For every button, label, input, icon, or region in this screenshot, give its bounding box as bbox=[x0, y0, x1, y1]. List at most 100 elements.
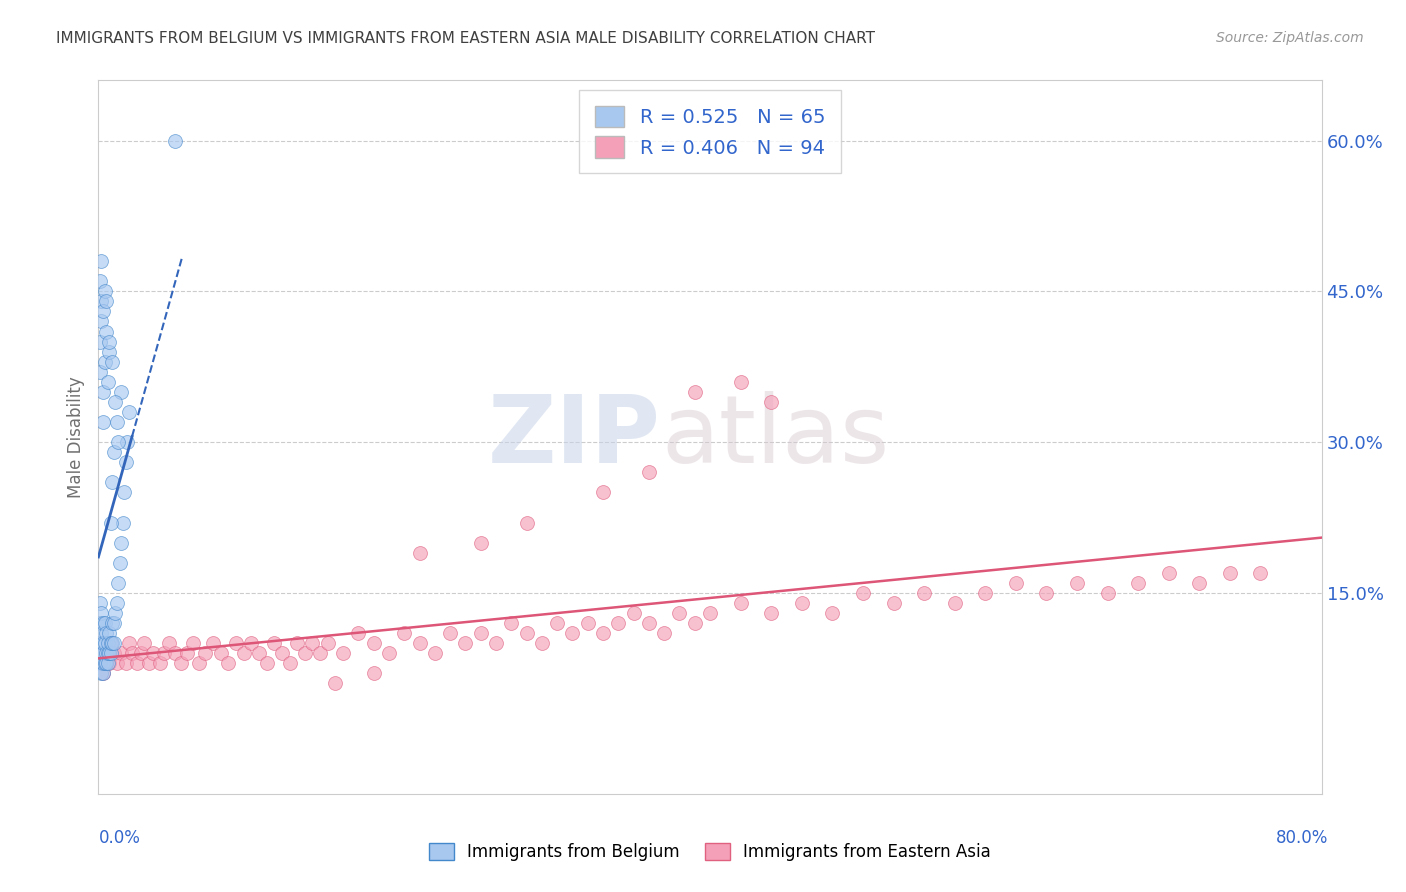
Point bbox=[103, 445, 125, 459]
Point bbox=[1188, 575, 1211, 590]
Point bbox=[94, 325, 117, 339]
Point bbox=[683, 615, 706, 630]
Point bbox=[157, 636, 180, 650]
Point bbox=[94, 657, 117, 671]
Point bbox=[592, 626, 614, 640]
Point bbox=[470, 626, 492, 640]
Point bbox=[101, 475, 124, 490]
Point bbox=[309, 646, 332, 660]
Point bbox=[91, 304, 114, 318]
Point bbox=[247, 646, 270, 660]
Point bbox=[105, 415, 128, 429]
Point bbox=[107, 575, 129, 590]
Point bbox=[883, 596, 905, 610]
Point bbox=[89, 596, 111, 610]
Text: 0.0%: 0.0% bbox=[98, 829, 141, 847]
Point bbox=[232, 646, 254, 660]
Point bbox=[170, 657, 193, 671]
Text: 80.0%: 80.0% bbox=[1277, 829, 1329, 847]
Point bbox=[392, 626, 416, 640]
Text: Source: ZipAtlas.com: Source: ZipAtlas.com bbox=[1216, 31, 1364, 45]
Point bbox=[501, 615, 523, 630]
Point bbox=[546, 615, 568, 630]
Point bbox=[485, 636, 508, 650]
Point bbox=[98, 334, 121, 349]
Point bbox=[89, 657, 111, 671]
Point bbox=[91, 384, 114, 399]
Point bbox=[91, 666, 114, 681]
Point bbox=[347, 626, 370, 640]
Point bbox=[1097, 586, 1119, 600]
Point bbox=[93, 615, 115, 630]
Point bbox=[100, 636, 122, 650]
Point bbox=[90, 254, 112, 268]
Text: IMMIGRANTS FROM BELGIUM VS IMMIGRANTS FROM EASTERN ASIA MALE DISABILITY CORRELAT: IMMIGRANTS FROM BELGIUM VS IMMIGRANTS FR… bbox=[56, 31, 876, 46]
Point bbox=[225, 636, 247, 650]
Point bbox=[90, 646, 112, 660]
Point bbox=[94, 646, 117, 660]
Point bbox=[470, 535, 492, 549]
Point bbox=[163, 134, 186, 148]
Point bbox=[89, 334, 111, 349]
Point bbox=[1128, 575, 1150, 590]
Point bbox=[202, 636, 225, 650]
Point bbox=[111, 516, 134, 530]
Point bbox=[121, 646, 143, 660]
Point bbox=[270, 646, 292, 660]
Point bbox=[118, 636, 141, 650]
Point bbox=[592, 485, 614, 500]
Point bbox=[89, 657, 111, 671]
Point bbox=[730, 375, 752, 389]
Point bbox=[100, 516, 122, 530]
Point bbox=[107, 435, 129, 450]
Point bbox=[408, 546, 430, 560]
Point bbox=[217, 657, 239, 671]
Point bbox=[943, 596, 966, 610]
Point bbox=[1249, 566, 1271, 580]
Point bbox=[105, 657, 128, 671]
Point bbox=[94, 646, 117, 660]
Point bbox=[103, 636, 125, 650]
Point bbox=[91, 615, 114, 630]
Point bbox=[301, 636, 323, 650]
Point bbox=[325, 676, 347, 690]
Point bbox=[125, 657, 148, 671]
Point bbox=[294, 646, 316, 660]
Point bbox=[112, 485, 135, 500]
Point bbox=[100, 646, 122, 660]
Point bbox=[423, 646, 446, 660]
Point bbox=[683, 384, 706, 399]
Point bbox=[561, 626, 583, 640]
Point bbox=[104, 395, 127, 409]
Point bbox=[90, 294, 112, 309]
Point bbox=[90, 606, 112, 620]
Point bbox=[90, 314, 112, 328]
Point bbox=[91, 415, 114, 429]
Point bbox=[103, 646, 125, 660]
Point bbox=[138, 657, 160, 671]
Point bbox=[821, 606, 844, 620]
Point bbox=[316, 636, 339, 650]
Point bbox=[108, 556, 131, 570]
Point bbox=[439, 626, 461, 640]
Point bbox=[194, 646, 217, 660]
Point bbox=[176, 646, 198, 660]
Point bbox=[104, 606, 127, 620]
Point bbox=[142, 646, 165, 660]
Point bbox=[91, 636, 114, 650]
Point bbox=[103, 615, 125, 630]
Point bbox=[153, 646, 176, 660]
Point bbox=[115, 657, 138, 671]
Point bbox=[110, 646, 132, 660]
Point bbox=[110, 384, 132, 399]
Point bbox=[91, 666, 114, 681]
Point bbox=[1035, 586, 1057, 600]
Point bbox=[97, 657, 120, 671]
Point bbox=[256, 657, 278, 671]
Point bbox=[98, 657, 121, 671]
Point bbox=[98, 646, 121, 660]
Point bbox=[110, 535, 132, 549]
Point bbox=[637, 615, 661, 630]
Point bbox=[149, 657, 172, 671]
Point bbox=[408, 636, 430, 650]
